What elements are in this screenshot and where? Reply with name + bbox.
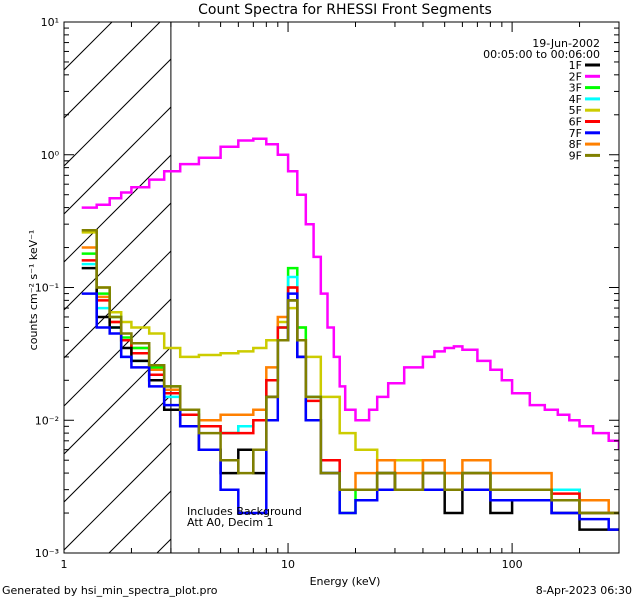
annotation-attenuator: Att A0, Decim 1 <box>187 516 274 529</box>
footer-generator: Generated by hsi_min_spectra_plot.pro <box>2 584 218 597</box>
hatch-line <box>64 442 171 551</box>
legend-label-5F: 5F <box>569 104 582 117</box>
y-tick-label: 10⁰ <box>41 149 60 162</box>
hatched-region <box>64 22 640 553</box>
legend-label-6F: 6F <box>569 116 582 129</box>
legend-date: 19-Jun-2002 <box>532 37 600 50</box>
y-tick-label: 10⁻¹ <box>35 282 59 295</box>
x-tick-label: 100 <box>502 558 523 571</box>
hatch-line <box>64 58 171 167</box>
annotation-background: Includes Background <box>187 505 302 518</box>
x-axis-label: Energy (keV) <box>310 575 381 588</box>
legend: 19-Jun-2002 00:05:00 to 00:06:00 1F2F3F4… <box>483 37 600 162</box>
legend-label-2F: 2F <box>569 70 582 83</box>
legend-label-3F: 3F <box>569 82 582 95</box>
legend-label-8F: 8F <box>569 138 582 151</box>
hatch-line <box>64 394 171 503</box>
series-line-2F <box>81 137 619 450</box>
hatch-line <box>64 250 171 359</box>
y-tick-label: 10¹ <box>41 16 59 29</box>
legend-label-7F: 7F <box>569 127 582 140</box>
series-line-4F <box>81 262 619 515</box>
y-tick-label: 10⁻² <box>35 414 59 427</box>
hatch-line <box>64 106 171 215</box>
y-axis-label: counts cm⁻² s⁻¹ keV⁻¹ <box>27 230 40 351</box>
series-line-5F <box>81 231 619 515</box>
chart-title: Count Spectra for RHESSI Front Segments <box>198 2 492 18</box>
legend-label-9F: 9F <box>569 149 582 162</box>
x-tick-label: 10 <box>281 558 295 571</box>
x-tick-label: 1 <box>61 558 68 571</box>
legend-label-4F: 4F <box>569 93 582 106</box>
series-line-7F <box>81 292 619 531</box>
footer-timestamp: 8-Apr-2023 06:30 <box>536 584 632 597</box>
hatch-line <box>64 202 171 311</box>
legend-label-1F: 1F <box>569 59 582 72</box>
hatch-line <box>541 22 640 553</box>
hatch-line <box>64 22 161 119</box>
series-line-9F <box>81 228 619 515</box>
legend-time-range: 00:05:00 to 00:06:00 <box>483 48 600 61</box>
y-tick-label: 10⁻³ <box>35 547 59 560</box>
